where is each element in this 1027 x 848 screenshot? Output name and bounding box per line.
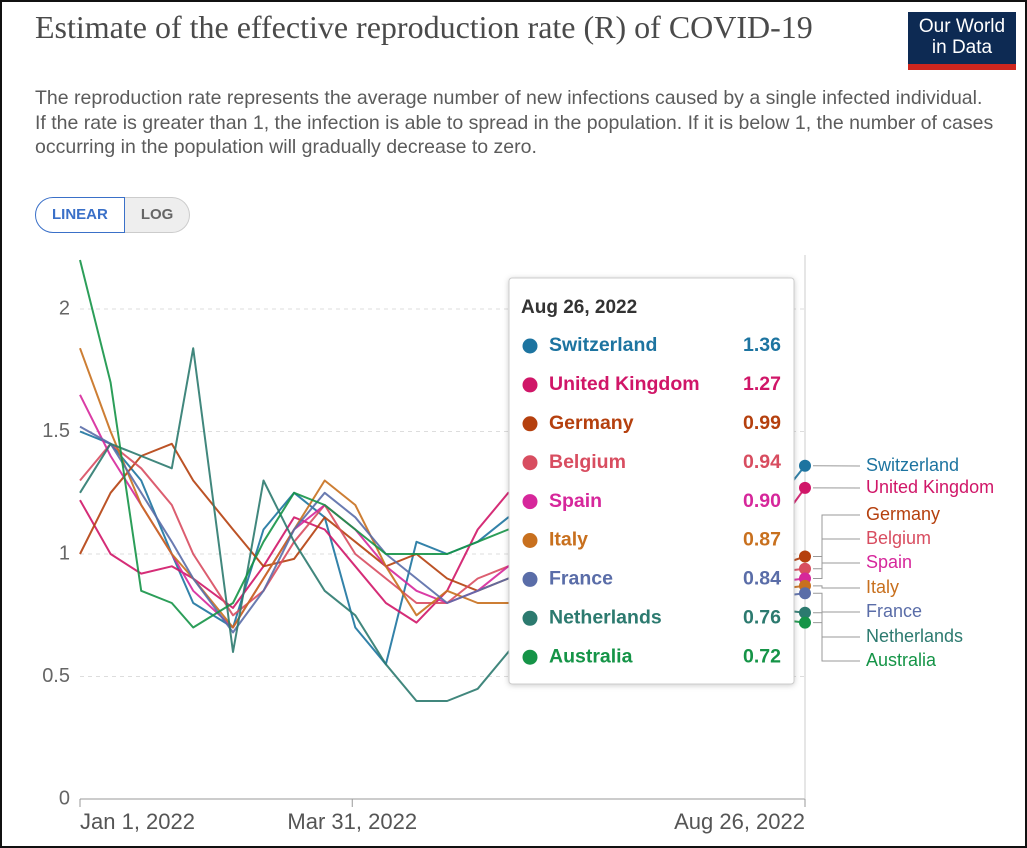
- chart-title: Estimate of the effective reproduction r…: [35, 9, 813, 45]
- end-dot: [799, 606, 811, 619]
- label-connector: [813, 622, 860, 662]
- y-tick-label: 0.5: [42, 665, 70, 687]
- x-tick-label: Mar 31, 2022: [287, 809, 417, 834]
- tooltip-value: 0.84: [743, 568, 781, 590]
- label-connector: [813, 585, 860, 589]
- tooltip-value: 0.76: [743, 606, 781, 628]
- y-tick-label: 1: [59, 542, 70, 564]
- legend-label: Switzerland: [866, 455, 959, 475]
- tooltip-dot: [522, 494, 538, 510]
- end-dot: [799, 587, 811, 600]
- legend-label: Belgium: [866, 528, 931, 548]
- tooltip-name: Australia: [549, 645, 633, 667]
- label-connector: [813, 514, 860, 557]
- tooltip-box: [508, 277, 795, 685]
- legend-label: Australia: [866, 650, 937, 670]
- tooltip-name: Germany: [549, 412, 634, 434]
- tooltip-name: United Kingdom: [549, 373, 700, 395]
- tooltip-value: 0.94: [743, 451, 781, 473]
- legend-label: France: [866, 601, 922, 621]
- tooltip-name: Italy: [549, 529, 588, 551]
- tooltip-name: France: [549, 568, 613, 590]
- tooltip-value: 0.90: [743, 490, 781, 512]
- tooltip-dot: [522, 533, 538, 548]
- tooltip-value: 0.87: [743, 529, 781, 551]
- tooltip-value: 0.72: [743, 645, 781, 667]
- legend-label: Spain: [866, 552, 912, 572]
- label-connector: [813, 592, 860, 613]
- tooltip-name: Spain: [549, 490, 602, 512]
- tooltip-value: 1.36: [743, 334, 781, 356]
- tooltip-dot: [522, 416, 538, 432]
- tooltip-dot: [522, 377, 538, 393]
- legend-label: Germany: [866, 504, 940, 524]
- end-dot: [799, 562, 811, 575]
- tooltip-value: 1.27: [743, 373, 781, 395]
- y-tick-label: 1.5: [42, 420, 70, 442]
- tooltip-dot: [522, 571, 538, 587]
- scale-toggle: LINEAR LOG: [35, 197, 191, 233]
- logo-line: Our World: [918, 16, 1006, 37]
- logo-line: in Data: [931, 37, 993, 58]
- tooltip-dot: [522, 649, 538, 665]
- tooltip-name: Netherlands: [549, 606, 662, 628]
- tooltip-name: Belgium: [549, 451, 626, 473]
- label-connector: [813, 612, 860, 638]
- legend-label: United Kingdom: [866, 477, 994, 497]
- tooltip-dot: [522, 610, 538, 626]
- end-dot: [799, 481, 811, 494]
- end-dot: [799, 616, 811, 629]
- tooltip-dot: [522, 455, 538, 471]
- legend-label: Italy: [866, 577, 899, 597]
- y-tick-label: 0: [59, 787, 70, 809]
- label-connector: [813, 562, 860, 579]
- tooltip: Aug 26, 2022 Switzerland 1.36 United Kingdo…: [508, 277, 795, 685]
- end-dot: [799, 459, 811, 472]
- tooltip-name: Switzerland: [549, 334, 657, 356]
- tooltip-value: 0.99: [743, 412, 781, 434]
- tooltip-dot: [522, 338, 538, 354]
- x-tick-label: Jan 1, 2022: [80, 809, 195, 834]
- label-connector: [813, 538, 860, 570]
- x-tick-label: Aug 26, 2022: [674, 809, 805, 834]
- linear-button[interactable]: LINEAR: [35, 197, 125, 233]
- log-button[interactable]: LOG: [124, 197, 191, 233]
- y-tick-label: 2: [59, 297, 70, 319]
- end-dot: [799, 550, 811, 563]
- legend-label: Netherlands: [866, 626, 963, 646]
- chart-subtitle: The reproduction rate represents the ave…: [35, 87, 994, 158]
- logo[interactable]: Our World in Data: [908, 12, 1016, 70]
- tooltip-date: Aug 26, 2022: [521, 297, 637, 318]
